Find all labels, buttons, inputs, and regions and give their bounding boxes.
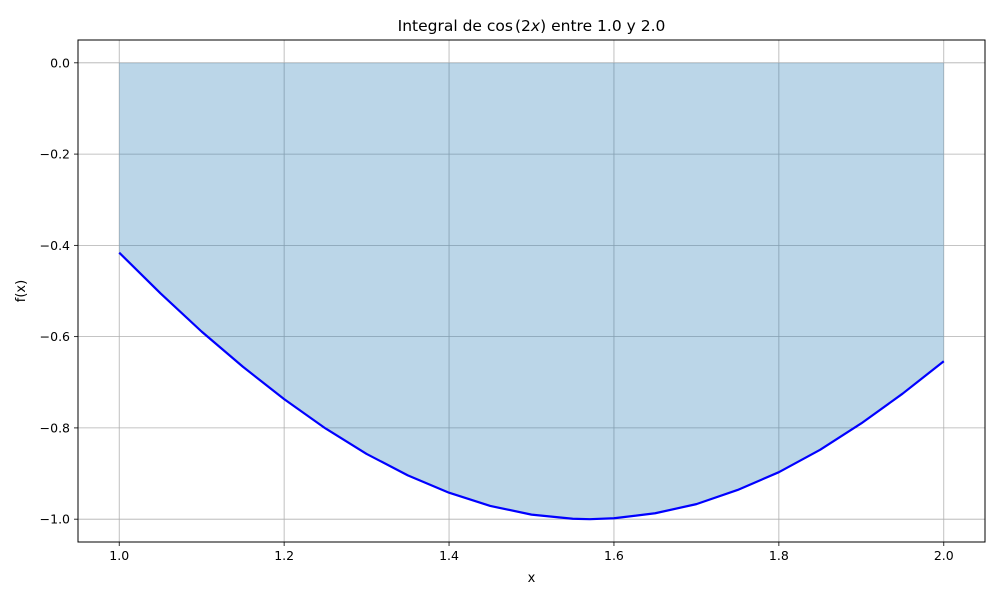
x-tick-label: 1.4 (439, 548, 459, 563)
series-line (118, 251, 945, 521)
x-tick-label: 1.0 (109, 548, 129, 563)
ticks: 1.0 1.2 1.4 1.6 1.8 2.0 0.0 −0.2 −0.4 −0.6 −0.8 −1.… (40, 55, 954, 563)
y-tick-label: −0.4 (40, 238, 70, 253)
x-axis-label: x (528, 571, 536, 586)
x-tick-label: 1.8 (769, 548, 789, 563)
y-tick-label: −0.2 (40, 147, 70, 162)
y-tick-label: −0.6 (40, 329, 70, 344)
plot-frame (77, 39, 986, 543)
integral-area (119, 62, 944, 520)
x-tick-label: 1.6 (604, 548, 624, 563)
grid (78, 40, 985, 542)
y-tick-label: −0.8 (40, 420, 70, 435)
x-tick-label: 1.2 (274, 548, 294, 563)
chart-title: Integral de cos (2x) entre 1.0 y 2.0 (398, 17, 666, 35)
fill-layer (119, 62, 944, 520)
y-tick-label: −1.0 (40, 512, 70, 527)
x-tick-label: 2.0 (934, 548, 954, 563)
line-layer (118, 251, 945, 521)
y-tick-label: 0.0 (50, 55, 70, 70)
y-axis-label: f(x) (14, 280, 29, 302)
